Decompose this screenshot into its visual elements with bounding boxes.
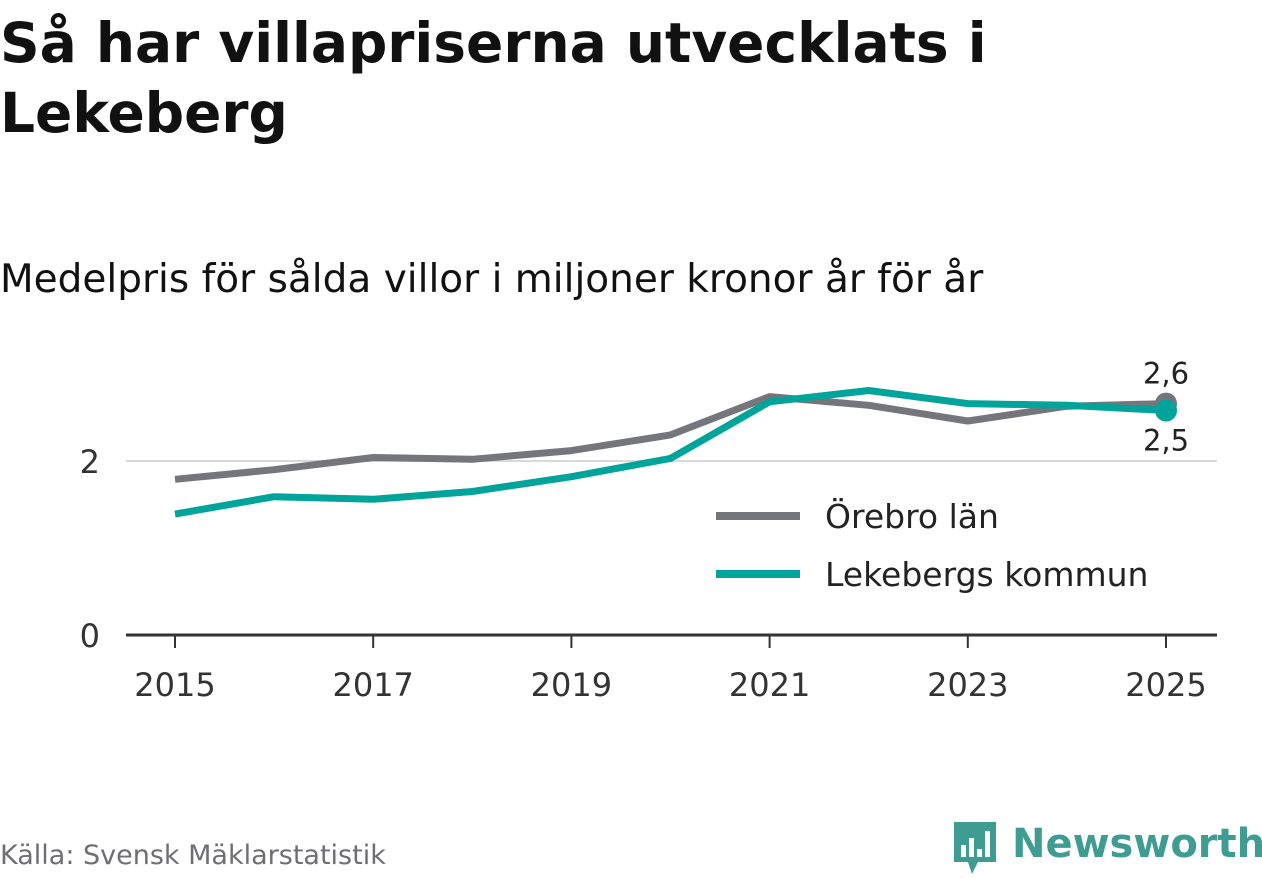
chart-subtitle: Medelpris för sålda villor i miljoner kr… bbox=[0, 257, 984, 302]
x-tick-label-2025: 2025 bbox=[1125, 666, 1206, 704]
x-tick-label-2023: 2023 bbox=[927, 666, 1008, 704]
end-point-lekebergs-kommun bbox=[1155, 399, 1177, 422]
chart-title: Så har villapriserna utvecklats i Lekebe… bbox=[0, 11, 987, 145]
x-tick-label-2019: 2019 bbox=[531, 666, 612, 704]
marker-layer: 2,6 2,5 bbox=[1143, 357, 1189, 458]
source-note: Källa: Svensk Mäklarstatistik bbox=[0, 840, 386, 871]
x-tick-label-2015: 2015 bbox=[134, 666, 215, 704]
bar-chart-speech-bubble-icon bbox=[954, 822, 996, 874]
legend-label-lekebergs-kommun: Lekebergs kommun bbox=[825, 555, 1148, 594]
legend-layer: Örebro län Lekebergs kommun bbox=[716, 496, 1148, 594]
end-label-lekebergs-kommun: 2,5 bbox=[1143, 424, 1189, 458]
axis-layer: 0 2 2015 2017 2019 2021 2023 2025 bbox=[80, 443, 1217, 704]
series-line-lekebergs-kommun bbox=[174, 387, 1167, 518]
series-layer bbox=[174, 387, 1167, 518]
brand-name: Newsworthy bbox=[1012, 821, 1262, 867]
legend-label-orebro-lan: Örebro län bbox=[825, 496, 999, 536]
y-tick-label-2: 2 bbox=[80, 443, 100, 481]
x-tick-label-2017: 2017 bbox=[332, 666, 413, 704]
end-label-orebro-lan: 2,6 bbox=[1143, 357, 1189, 391]
series-line-orebro-lan bbox=[174, 393, 1167, 483]
y-tick-label-0: 0 bbox=[80, 617, 100, 655]
brand: Newsworthy bbox=[950, 818, 1262, 878]
x-tick-label-2021: 2021 bbox=[729, 666, 810, 704]
